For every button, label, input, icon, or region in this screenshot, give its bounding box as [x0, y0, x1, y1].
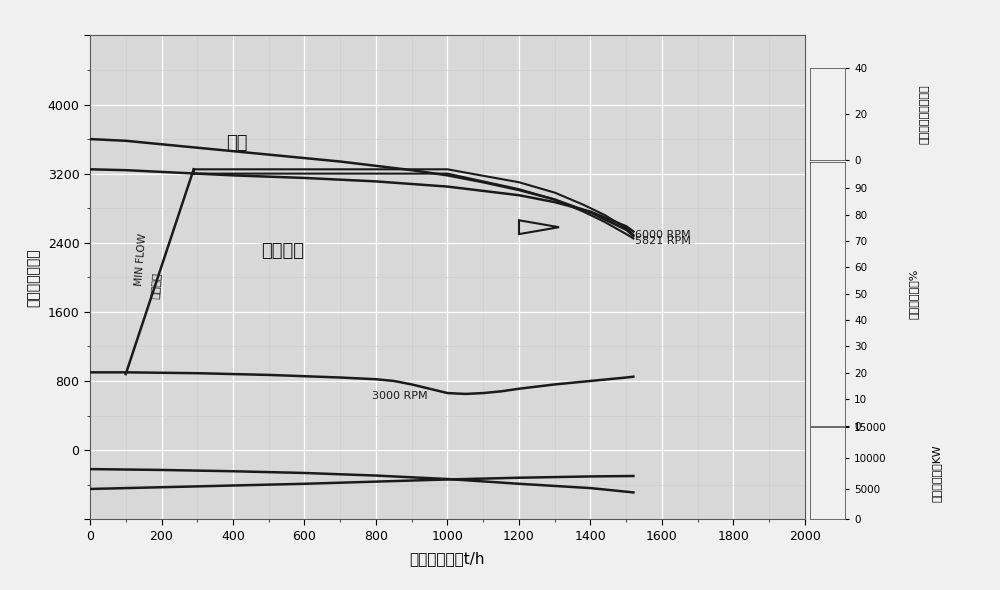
Text: 运行区域: 运行区域	[262, 242, 305, 260]
Text: 最小流量: 最小流量	[151, 272, 163, 299]
Text: 5821 RPM: 5821 RPM	[635, 237, 691, 247]
Y-axis label: 功耗，单位：KW: 功耗，单位：KW	[931, 444, 941, 502]
Text: MIN FLOW: MIN FLOW	[134, 233, 148, 286]
Text: 6000 RPM: 6000 RPM	[635, 230, 691, 240]
Text: 转速: 转速	[226, 134, 247, 152]
Text: 3000 RPM: 3000 RPM	[372, 391, 428, 401]
Y-axis label: 静吸压头，单位：米: 静吸压头，单位：米	[920, 84, 930, 144]
X-axis label: 流量，单位：t/h: 流量，单位：t/h	[410, 551, 485, 566]
Y-axis label: 压力，单位：米: 压力，单位：米	[27, 248, 41, 307]
Y-axis label: 效率，单位：%: 效率，单位：%	[909, 268, 919, 319]
